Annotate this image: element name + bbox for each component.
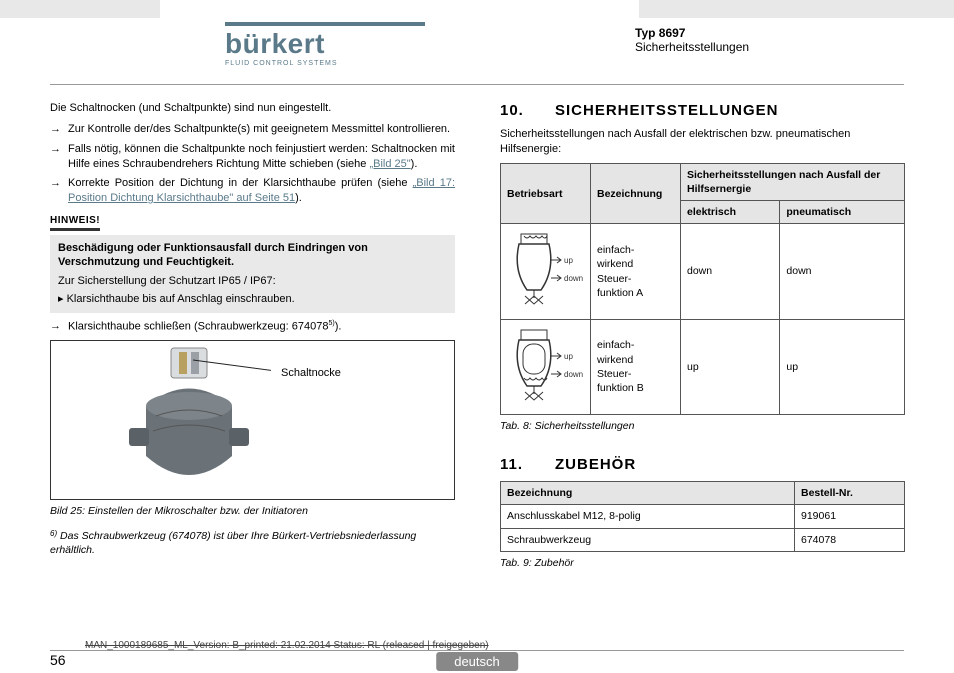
arrow-icon: → xyxy=(50,319,68,335)
brand-name: bürkert xyxy=(225,28,425,60)
acc-r2c2: 674078 xyxy=(795,528,905,551)
print-metadata: MAN_1000189685_ML_Version: B_printed: 21… xyxy=(85,640,489,651)
arrow-icon: → xyxy=(50,176,68,206)
svg-text:down: down xyxy=(564,274,583,283)
actuator-icon-a: up down xyxy=(501,224,591,319)
hinweis-line2: Zur Sicherstellung der Schutzart IP65 / … xyxy=(58,274,447,289)
arrow-item: → Zur Kontrolle der/des Schaltpunkte(s) … xyxy=(50,122,455,137)
pneu-a: down xyxy=(780,224,905,319)
page: bürkert FLUID CONTROL SYSTEMS Typ 8697 S… xyxy=(0,0,954,673)
acc-r1c2: 919061 xyxy=(795,505,905,528)
acc-r1c1: Anschlusskabel M12, 8-polig xyxy=(501,505,795,528)
table-row: Schraubwerkzeug 674078 xyxy=(501,528,905,551)
table9-caption: Tab. 9: Zubehör xyxy=(500,556,905,570)
header-section: Sicherheitsstellungen xyxy=(635,40,749,54)
actuator-icon-b: up down xyxy=(501,319,591,414)
th-ausfall: Sicherheitsstellungen nach Ausfall der H… xyxy=(681,163,905,200)
safety-positions-table: Betriebsart Bezeichnung Sicherheitsstell… xyxy=(500,163,905,415)
table-row: Anschlusskabel M12, 8-polig 919061 xyxy=(501,505,905,528)
header-bar-right xyxy=(639,0,954,18)
intro-text: Die Schaltnocken (und Schaltpunkte) sind… xyxy=(50,101,455,116)
link-bild25[interactable]: „Bild 25" xyxy=(369,158,410,170)
arrow-item: → Korrekte Position der Dichtung in der … xyxy=(50,176,455,206)
arrow-icon: → xyxy=(50,122,68,137)
arrow-text-1: Zur Kontrolle der/des Schaltpunkte(s) mi… xyxy=(68,122,455,137)
device-illustration xyxy=(121,346,271,496)
bez-b: einfach-wirkendSteuer-funktion B xyxy=(591,319,681,414)
elek-a: down xyxy=(681,224,780,319)
arrow-icon: → xyxy=(50,142,68,172)
section-11-heading: 11.ZUBEHÖR xyxy=(500,455,905,475)
arrow-text-4: Klarsichthaube schließen (Schraubwerkzeu… xyxy=(68,319,455,335)
th-bezeichnung: Bezeichnung xyxy=(591,163,681,224)
figure-caption: Bild 25: Einstellen der Mikroschalter bz… xyxy=(50,504,455,518)
pneu-b: up xyxy=(780,319,905,414)
table-row: up down einfach-wirkendSteuer-funktion A… xyxy=(501,224,905,319)
th-elektrisch: elektrisch xyxy=(681,201,780,224)
arrow-text-2: Falls nötig, können die Schaltpunkte noc… xyxy=(68,142,455,172)
section-10-intro: Sicherheitsstellungen nach Ausfall der e… xyxy=(500,127,905,157)
svg-text:up: up xyxy=(564,256,573,265)
header-right: Typ 8697 Sicherheitsstellungen xyxy=(635,26,749,54)
language-badge: deutsch xyxy=(436,652,518,671)
acc-r2c1: Schraubwerkzeug xyxy=(501,528,795,551)
left-column: Die Schaltnocken (und Schaltpunkte) sind… xyxy=(50,101,455,557)
header-bar-left xyxy=(0,0,160,18)
header-rule xyxy=(50,84,904,85)
accessories-table: Bezeichnung Bestell-Nr. Anschlusskabel M… xyxy=(500,481,905,552)
page-number: 56 xyxy=(50,652,66,668)
th-bez2: Bezeichnung xyxy=(501,482,795,505)
th-betriebsart: Betriebsart xyxy=(501,163,591,224)
hinweis-line3: Klarsichthaube bis auf Anschlag einschra… xyxy=(58,292,447,307)
th-best: Bestell-Nr. xyxy=(795,482,905,505)
hinweis-label: HINWEIS! xyxy=(50,214,100,231)
brand-tagline: FLUID CONTROL SYSTEMS xyxy=(225,60,425,67)
svg-text:up: up xyxy=(564,352,573,361)
type-label: Typ 8697 xyxy=(635,26,749,40)
callout-label: Schaltnocke xyxy=(281,366,341,381)
arrow-item: → Falls nötig, können die Schaltpunkte n… xyxy=(50,142,455,172)
th-pneumatisch: pneumatisch xyxy=(780,201,905,224)
footnote: 6) Das Schraubwerkzeug (674078) ist über… xyxy=(50,529,455,557)
arrow-item: → Klarsichthaube schließen (Schraubwerkz… xyxy=(50,319,455,335)
figure-box: Schaltnocke xyxy=(50,340,455,500)
right-column: 10.SICHERHEITSSTELLUNGEN Sicherheitsstel… xyxy=(500,101,905,570)
hinweis-box: Beschädigung oder Funktionsausfall durch… xyxy=(50,235,455,313)
table8-caption: Tab. 8: Sicherheitsstellungen xyxy=(500,419,905,433)
section-10-heading: 10.SICHERHEITSSTELLUNGEN xyxy=(500,101,905,121)
elek-b: up xyxy=(681,319,780,414)
arrow-text-3: Korrekte Position der Dichtung in der Kl… xyxy=(68,176,455,206)
hinweis-bold: Beschädigung oder Funktionsausfall durch… xyxy=(58,241,447,271)
brand-logo: bürkert FLUID CONTROL SYSTEMS xyxy=(225,22,425,67)
table-row: up down einfach-wirkendSteuer-funktion B… xyxy=(501,319,905,414)
bez-a: einfach-wirkendSteuer-funktion A xyxy=(591,224,681,319)
svg-text:down: down xyxy=(564,370,583,379)
